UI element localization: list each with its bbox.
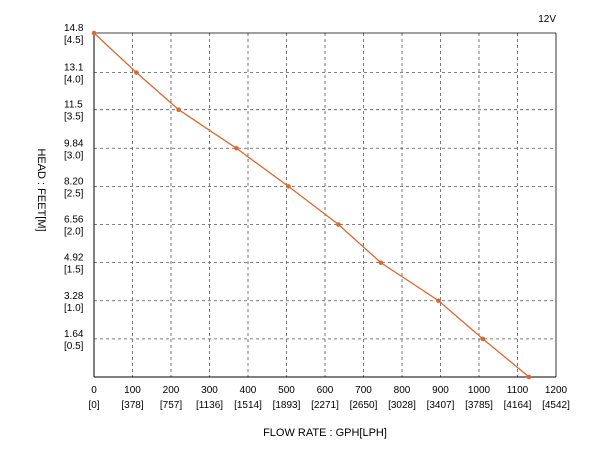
y-tick-label: 3.28 <box>64 291 84 302</box>
x-tick-label: 600 <box>317 385 334 396</box>
y-tick-sublabel: [3.5] <box>64 112 84 123</box>
x-tick-sublabel: [3028] <box>388 400 416 411</box>
data-point <box>336 222 341 227</box>
y-tick-sublabel: [2.0] <box>64 227 84 238</box>
x-tick-sublabel: [3407] <box>427 400 455 411</box>
x-tick-label: 200 <box>163 385 180 396</box>
y-tick-sublabel: [1.0] <box>64 303 84 314</box>
x-tick-label: 1000 <box>468 385 491 396</box>
x-tick-sublabel: [1136] <box>196 400 223 411</box>
x-tick-label: 1200 <box>545 385 568 396</box>
x-tick-sublabel: [1514] <box>234 400 262 411</box>
x-tick-labels: 0 [0] 100 [378] 200 [757] 300 [1136] 400 [1514] 50… <box>88 385 570 411</box>
y-tick-label: 6.56 <box>64 215 84 226</box>
series-line <box>93 32 530 378</box>
x-tick-sublabel: [0] <box>88 400 99 411</box>
x-tick-label: 0 <box>91 385 97 396</box>
x-tick-sublabel: [2650] <box>350 400 378 411</box>
y-tick-label: 1.64 <box>64 329 84 340</box>
x-tick-label: 500 <box>278 385 295 396</box>
data-point <box>176 107 181 113</box>
x-tick-sublabel: [4542] <box>542 400 570 411</box>
y-tick-sublabel: [0.5] <box>64 341 84 352</box>
series-points <box>91 30 532 380</box>
y-tick-sublabel: [4.5] <box>64 35 84 46</box>
grid-lines <box>94 33 556 377</box>
y-tick-labels: 14.8[4.5] 13.1[4.0] 11.5[3.5] 9.84[3.0] 8.20… <box>64 23 84 352</box>
data-point <box>436 298 441 304</box>
x-tick-label: 800 <box>394 385 411 396</box>
y-tick-label: 9.84 <box>64 138 84 149</box>
y-tick-sublabel: [1.5] <box>64 265 84 276</box>
y-tick-label: 8.20 <box>64 176 84 187</box>
y-tick-sublabel: [4.0] <box>64 75 84 86</box>
y-tick-label: 11.5 <box>64 100 83 111</box>
x-tick-sublabel: [4164] <box>504 400 532 411</box>
x-tick-sublabel: [378] <box>121 400 143 411</box>
x-tick-label: 1100 <box>507 385 529 396</box>
data-point <box>526 374 532 380</box>
y-tick-label: 4.92 <box>64 253 84 264</box>
y-tick-label: 14.8 <box>64 23 84 34</box>
plot-frame <box>93 32 557 378</box>
data-point <box>91 30 97 36</box>
x-tick-sublabel: [1893] <box>273 400 301 411</box>
data-point <box>480 336 486 342</box>
x-tick-label: 700 <box>355 385 372 396</box>
y-tick-sublabel: [3.0] <box>64 150 84 161</box>
y-tick-sublabel: [2.5] <box>64 188 84 199</box>
data-point <box>378 260 384 265</box>
x-tick-label: 400 <box>240 385 257 396</box>
data-point <box>134 70 139 75</box>
x-tick-label: 300 <box>201 385 218 396</box>
x-tick-label: 900 <box>432 385 449 396</box>
series-line-path <box>93 32 530 378</box>
series-label: 12V <box>538 14 556 25</box>
x-tick-label: 100 <box>124 385 141 396</box>
x-tick-sublabel: [2271] <box>311 400 339 411</box>
x-tick-sublabel: [757] <box>160 400 182 411</box>
x-axis-title: FLOW RATE : GPH[LPH] <box>263 427 387 439</box>
data-point <box>286 184 291 189</box>
y-axis-title: HEAD : FEET[M] <box>35 148 47 231</box>
y-tick-label: 13.1 <box>64 63 84 74</box>
x-tick-sublabel: [3785] <box>465 400 493 411</box>
data-point <box>234 145 239 151</box>
